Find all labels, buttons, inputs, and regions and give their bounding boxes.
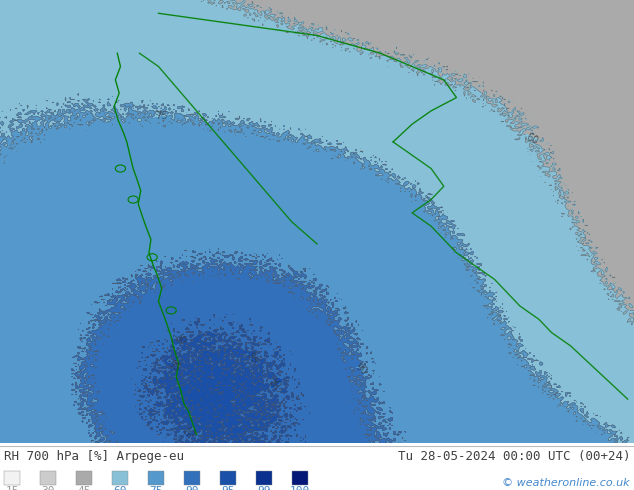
Text: 95: 95	[245, 350, 260, 366]
Text: 95: 95	[221, 486, 235, 490]
Bar	[220, 471, 236, 485]
Text: 99: 99	[257, 486, 271, 490]
Text: RH 700 hPa [%] Arpege-eu: RH 700 hPa [%] Arpege-eu	[4, 449, 184, 463]
Bar	[40, 471, 56, 485]
Text: 60: 60	[524, 132, 540, 146]
Text: 75: 75	[155, 111, 167, 121]
Text: 100: 100	[290, 486, 310, 490]
Text: 95: 95	[166, 359, 182, 374]
Text: 15: 15	[5, 486, 19, 490]
Text: 45: 45	[77, 486, 91, 490]
Text: 75: 75	[149, 486, 163, 490]
Text: © weatheronline.co.uk: © weatheronline.co.uk	[502, 478, 630, 488]
Bar	[256, 471, 272, 485]
Bar	[148, 471, 164, 485]
Text: 90: 90	[353, 362, 369, 377]
Bar	[76, 471, 92, 485]
Text: 95: 95	[174, 333, 190, 347]
Text: 60: 60	[113, 486, 127, 490]
Text: 90: 90	[185, 486, 198, 490]
Text: Tu 28-05-2024 00:00 UTC (00+24): Tu 28-05-2024 00:00 UTC (00+24)	[398, 449, 630, 463]
Text: 30: 30	[41, 486, 55, 490]
Bar	[292, 471, 308, 485]
Bar	[4, 471, 20, 485]
Bar	[112, 471, 128, 485]
Text: 95: 95	[183, 425, 199, 441]
Bar	[184, 471, 200, 485]
Text: 95: 95	[270, 376, 286, 392]
